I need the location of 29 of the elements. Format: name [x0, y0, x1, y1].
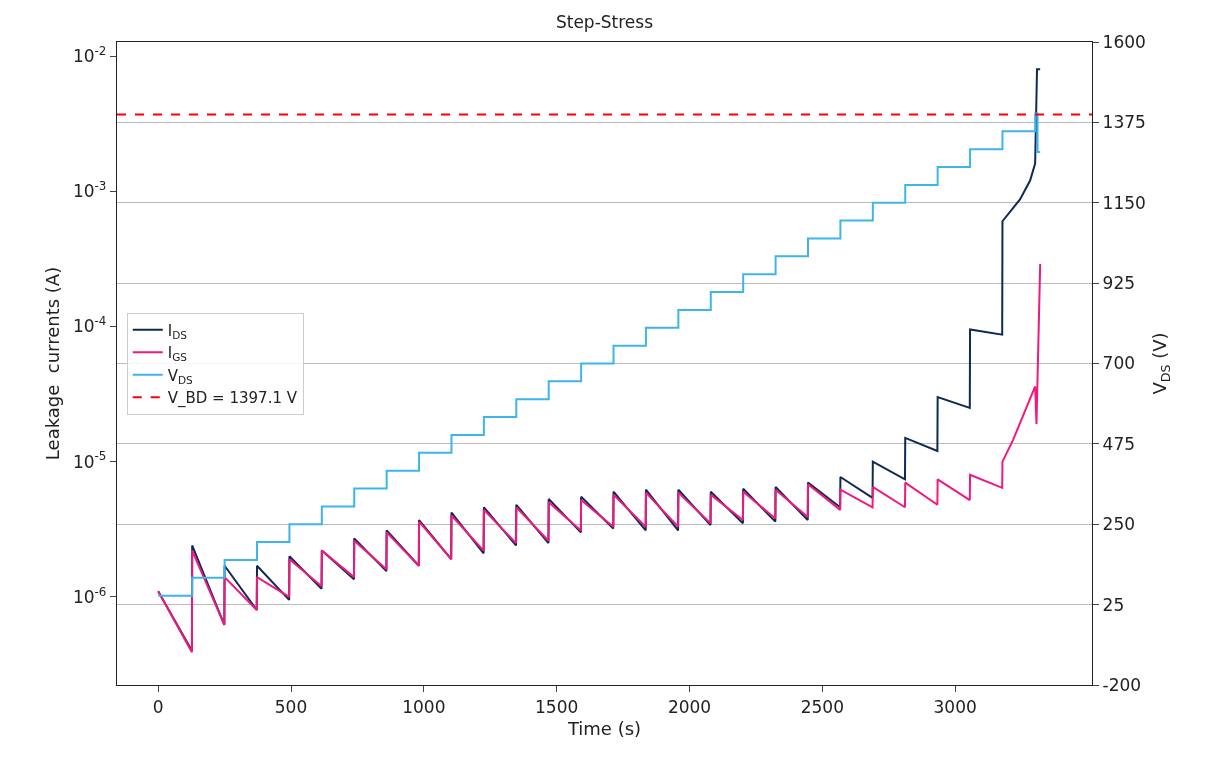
- y2-tick-label: 1375: [1102, 112, 1146, 133]
- legend-label: I$_{DS}$: [167, 321, 188, 341]
- legend-label: I$_{GS}$: [167, 344, 188, 364]
- x-tick-label: 1500: [535, 696, 579, 717]
- legend-label: V_BD = 1397.1 V: [167, 389, 298, 409]
- x-tick-label: 2500: [800, 696, 844, 717]
- y2-tick-label: 250: [1102, 514, 1136, 535]
- line-series: [157, 262, 1042, 654]
- y2-tick-label: 700: [1102, 353, 1136, 374]
- x-tick-label: 1000: [402, 696, 446, 717]
- x-tick-label: 0: [152, 696, 164, 717]
- y-tick-label: 10$^{-5}$: [72, 449, 107, 472]
- y2-tick-label: 1600: [1102, 31, 1146, 52]
- x-tick-label: 2000: [667, 696, 712, 717]
- y-tick-label: 10$^{-6}$: [72, 584, 107, 607]
- y2-tick-label: 475: [1102, 433, 1136, 454]
- y-axis-title: Leakage currents (A): [42, 266, 64, 461]
- y2-tick-label: 925: [1102, 273, 1136, 294]
- chart-title: Step-Stress: [555, 11, 654, 32]
- x-tick-label: 3000: [933, 696, 977, 717]
- legend-label: V$_{DS}$: [167, 366, 194, 386]
- y2-tick-label: -200: [1102, 674, 1142, 695]
- y2-tick-label: 25: [1102, 594, 1125, 615]
- y-tick-label: 10$^{-2}$: [72, 43, 107, 66]
- y-tick-label: 10$^{-3}$: [72, 179, 107, 202]
- y2-tick-label: 1150: [1102, 192, 1146, 213]
- y-tick-label: 10$^{-4}$: [72, 314, 107, 337]
- x-tick-label: 500: [274, 696, 308, 717]
- x-axis-title: Time (s): [566, 717, 642, 739]
